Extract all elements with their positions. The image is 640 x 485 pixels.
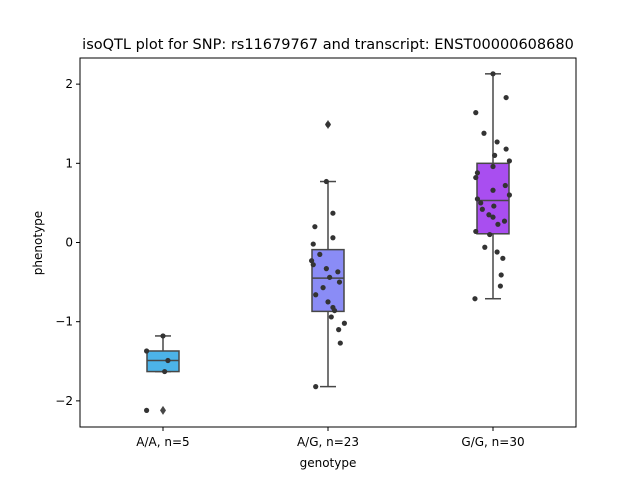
data-point [498, 272, 504, 278]
point-group [472, 71, 512, 302]
chart-title: isoQTL plot for SNP: rs11679767 and tran… [82, 37, 574, 53]
data-point [330, 235, 336, 241]
data-point [492, 152, 498, 158]
data-point [490, 187, 496, 193]
data-point [506, 158, 512, 164]
data-point [494, 139, 500, 145]
data-point [503, 146, 509, 152]
data-point [474, 170, 481, 176]
data-point [323, 266, 329, 272]
data-point [482, 244, 488, 250]
data-point [335, 269, 341, 275]
data-point [330, 210, 336, 216]
data-point [341, 320, 347, 326]
data-point [160, 333, 166, 339]
data-point [323, 178, 329, 185]
data-point [312, 224, 318, 230]
point-group [144, 333, 171, 413]
data-point [336, 279, 343, 285]
x-tick-label: A/G, n=23 [297, 435, 359, 449]
data-point [501, 218, 508, 224]
data-point [144, 348, 150, 354]
data-point [487, 231, 493, 238]
data-point [486, 212, 492, 218]
data-point [503, 94, 509, 101]
y-tick-label: −2 [55, 394, 73, 408]
data-point [490, 71, 496, 77]
data-point [497, 283, 503, 289]
data-point [317, 251, 323, 257]
data-point [495, 221, 501, 227]
data-point [478, 200, 484, 206]
data-point [506, 192, 512, 198]
data-point [313, 292, 319, 298]
y-tick-label: 1 [65, 156, 73, 170]
data-point [331, 307, 338, 314]
data-point [479, 206, 485, 212]
outlier-marker [160, 405, 166, 415]
x-axis-label: genotype [300, 456, 357, 470]
point-group [309, 121, 347, 390]
data-point [473, 174, 479, 181]
data-point [336, 327, 342, 333]
y-tick-label: 2 [65, 77, 73, 91]
data-point [473, 228, 479, 235]
data-point [327, 274, 333, 280]
box-group [311, 120, 345, 388]
data-point [144, 407, 150, 413]
data-point [309, 258, 315, 264]
data-point [325, 121, 331, 128]
data-point [337, 340, 343, 346]
data-point [490, 163, 496, 170]
box [146, 350, 180, 373]
data-point [481, 130, 487, 136]
y-tick-label: 0 [65, 236, 73, 250]
x-tick-label: G/G, n=30 [461, 435, 524, 449]
data-point [313, 384, 319, 390]
data-point [320, 285, 326, 291]
data-point [165, 357, 171, 364]
data-point [162, 368, 168, 375]
data-point [472, 296, 478, 302]
plot-area [144, 71, 512, 415]
y-axis-label: phenotype [31, 211, 45, 275]
x-tick-label: A/A, n=5 [136, 435, 189, 449]
axes: −2 −1 0 1 2 A/A, n=5 A/G, n=23 G/G, n=30 [55, 57, 577, 449]
data-point [310, 262, 316, 268]
data-point [325, 299, 331, 305]
data-point [494, 249, 500, 255]
data-point [491, 203, 497, 209]
data-point [490, 214, 496, 220]
data-point [473, 110, 479, 116]
box-group [146, 335, 180, 415]
data-point [328, 314, 334, 320]
data-point [502, 182, 508, 189]
y-tick-label: −1 [55, 315, 73, 329]
data-point [310, 241, 316, 247]
data-point [474, 196, 481, 202]
data-point [500, 255, 506, 261]
